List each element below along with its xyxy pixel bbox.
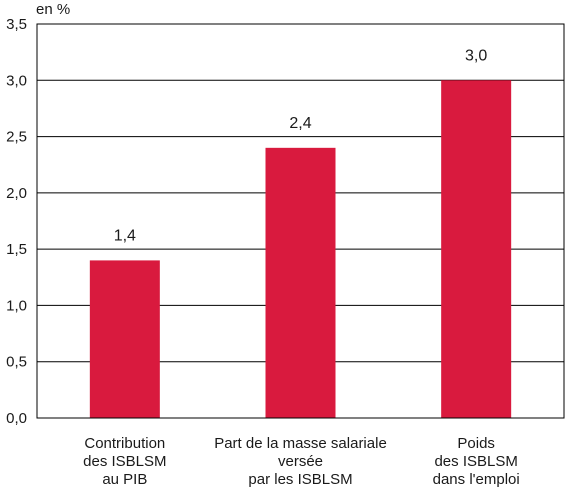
bar (89, 260, 160, 418)
category-label: Poids (457, 435, 495, 452)
category-label: des ISBLSM (434, 453, 517, 470)
data-label: 2,4 (289, 115, 311, 132)
y-tick-label: 3,5 (6, 16, 27, 33)
y-tick-label: 3,0 (6, 72, 27, 89)
category-label: par les ISBLSM (248, 471, 352, 488)
data-label: 1,4 (114, 227, 136, 244)
bar (441, 80, 512, 419)
data-label: 3,0 (465, 47, 487, 64)
category-label: dans l'emploi (433, 471, 520, 488)
bars (89, 80, 512, 419)
y-tick-label: 1,0 (6, 297, 27, 314)
y-tick-label: 0,0 (6, 410, 27, 427)
y-tick-label: 2,0 (6, 185, 27, 202)
y-axis-ticks: 0,0 0,5 1,0 1,5 2,0 2,5 3,0 3,5 (6, 16, 27, 427)
plot-frame (36, 23, 565, 419)
unit-label: en % (36, 1, 70, 18)
y-tick-label: 1,5 (6, 241, 27, 258)
y-tick-label: 2,5 (6, 129, 27, 146)
y-tick-label: 0,5 (6, 354, 27, 371)
category-label: Part de la masse salariale (214, 435, 387, 452)
data-labels: 1,4 2,4 3,0 (114, 47, 488, 244)
category-label: versée (278, 453, 323, 470)
category-label: au PIB (102, 471, 147, 488)
category-label: des ISBLSM (83, 453, 166, 470)
bar (265, 147, 336, 419)
category-label: Contribution (84, 435, 165, 452)
